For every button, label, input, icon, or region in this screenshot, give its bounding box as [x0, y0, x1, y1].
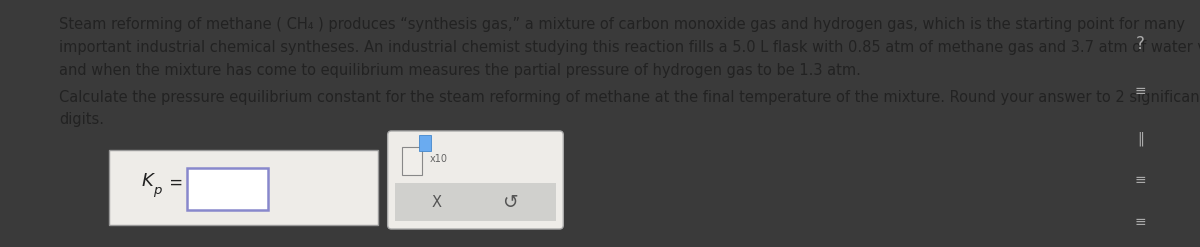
Bar	[186, 168, 269, 210]
Text: ↺: ↺	[502, 192, 517, 211]
FancyBboxPatch shape	[388, 131, 563, 229]
Bar	[109, 150, 378, 225]
Text: important industrial chemical syntheses. An industrial chemist studying this rea: important industrial chemical syntheses.…	[59, 40, 1200, 55]
Bar	[402, 147, 422, 175]
Text: p: p	[152, 184, 161, 197]
Bar	[395, 183, 556, 221]
Text: Calculate the pressure equilibrium constant for the steam reforming of methane a: Calculate the pressure equilibrium const…	[59, 90, 1200, 105]
Text: =: =	[163, 173, 182, 191]
Text: K: K	[142, 171, 152, 189]
Text: ≡: ≡	[1135, 215, 1146, 229]
Bar	[419, 135, 431, 151]
Text: digits.: digits.	[59, 112, 104, 127]
Text: Steam reforming of methane ( CH₄ ) produces “synthesis gas,” a mixture of carbon: Steam reforming of methane ( CH₄ ) produ…	[59, 17, 1186, 32]
Text: ≡: ≡	[1135, 84, 1146, 98]
Text: ≡: ≡	[1135, 173, 1146, 187]
Text: x10: x10	[430, 154, 448, 164]
Text: and when the mixture has come to equilibrium measures the partial pressure of hy: and when the mixture has come to equilib…	[59, 63, 862, 78]
Text: X: X	[432, 194, 442, 209]
Text: ?: ?	[1136, 36, 1145, 53]
Text: ‖: ‖	[1138, 131, 1144, 145]
